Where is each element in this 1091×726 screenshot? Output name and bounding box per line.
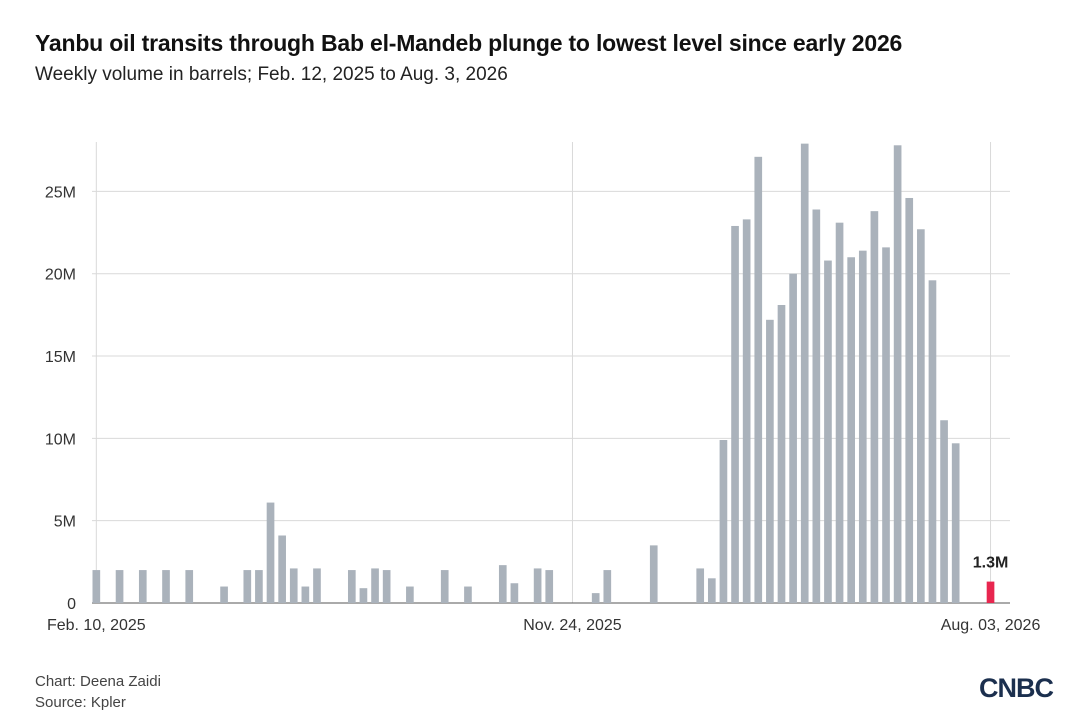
bar-week [719,440,728,603]
bar-week [243,570,252,603]
x-tick-label: Aug. 03, 2026 [941,617,1041,634]
x-tick-label: Nov. 24, 2025 [523,617,622,634]
y-tick-label: 0 [67,596,76,613]
bar-week [766,319,774,603]
bar-week [754,156,763,603]
chart-credit: Chart: Deena Zaidi [35,673,161,690]
bar-week [162,570,170,603]
cnbc-logo: CNBC [979,673,1054,703]
latest-value-label: 1.3M [973,555,1009,572]
bar-week [313,568,321,603]
bar-week [510,583,519,603]
bar-week [138,570,147,603]
bar-week [731,225,739,604]
bar-week [858,250,867,603]
bar-week [905,197,914,603]
bar-week [591,593,600,603]
bar-week [440,570,449,603]
bar-week [185,570,194,603]
bar-week [255,570,263,603]
bar-week [278,535,286,603]
bar-week [951,443,960,603]
bar-week [800,143,809,603]
bar-week [220,586,228,603]
bar-week [777,304,786,603]
bar-week [940,420,948,603]
bar-week [707,578,716,603]
bar-week [870,211,879,603]
chart-title: Yanbu oil transits through Bab el-Mandeb… [35,30,903,56]
bar-week [498,565,507,603]
bar-week [893,145,902,604]
bar-week [347,570,356,603]
bar-week [835,222,844,604]
y-tick-label: 15M [45,349,76,366]
bar-week [917,229,925,603]
bar-week [533,568,542,603]
y-tick-label: 10M [45,431,76,448]
bar-week [603,570,612,603]
bar-week [789,273,797,603]
bar-week [847,257,856,603]
bar-latest-week [986,581,995,603]
bar-layer [92,143,995,604]
source-note: Source: Kpler [35,694,126,711]
bar-week [812,209,821,603]
bar-week [928,280,937,603]
bar-week [882,247,890,603]
bar-week [289,568,298,603]
y-tick-label: 20M [45,267,76,284]
bar-week [382,570,391,603]
bar-week [649,545,658,603]
footer: Chart: Deena Zaidi Source: Kpler [35,671,161,713]
y-tick-label: 5M [54,514,76,531]
bar-week [406,586,414,603]
bar-week [545,570,554,603]
bar-week [742,219,751,603]
bar-week [696,568,705,603]
x-tick-label: Feb. 10, 2025 [47,617,146,634]
bar-week [359,588,368,603]
bar-week [92,570,101,603]
y-tick-label: 25M [45,184,76,201]
bar-week [824,260,832,603]
bar-week [371,568,379,603]
label-layer: 0 5M 10M 15M 20M 25M Feb. 10, 2025 Nov. 24, 202… [45,184,1041,634]
bar-week [464,586,472,603]
chart-subtitle: Weekly volume in barrels; Feb. 12, 2025 … [35,64,508,85]
bar-week [266,502,275,603]
bar-week [301,586,310,603]
bar-week [115,570,124,603]
